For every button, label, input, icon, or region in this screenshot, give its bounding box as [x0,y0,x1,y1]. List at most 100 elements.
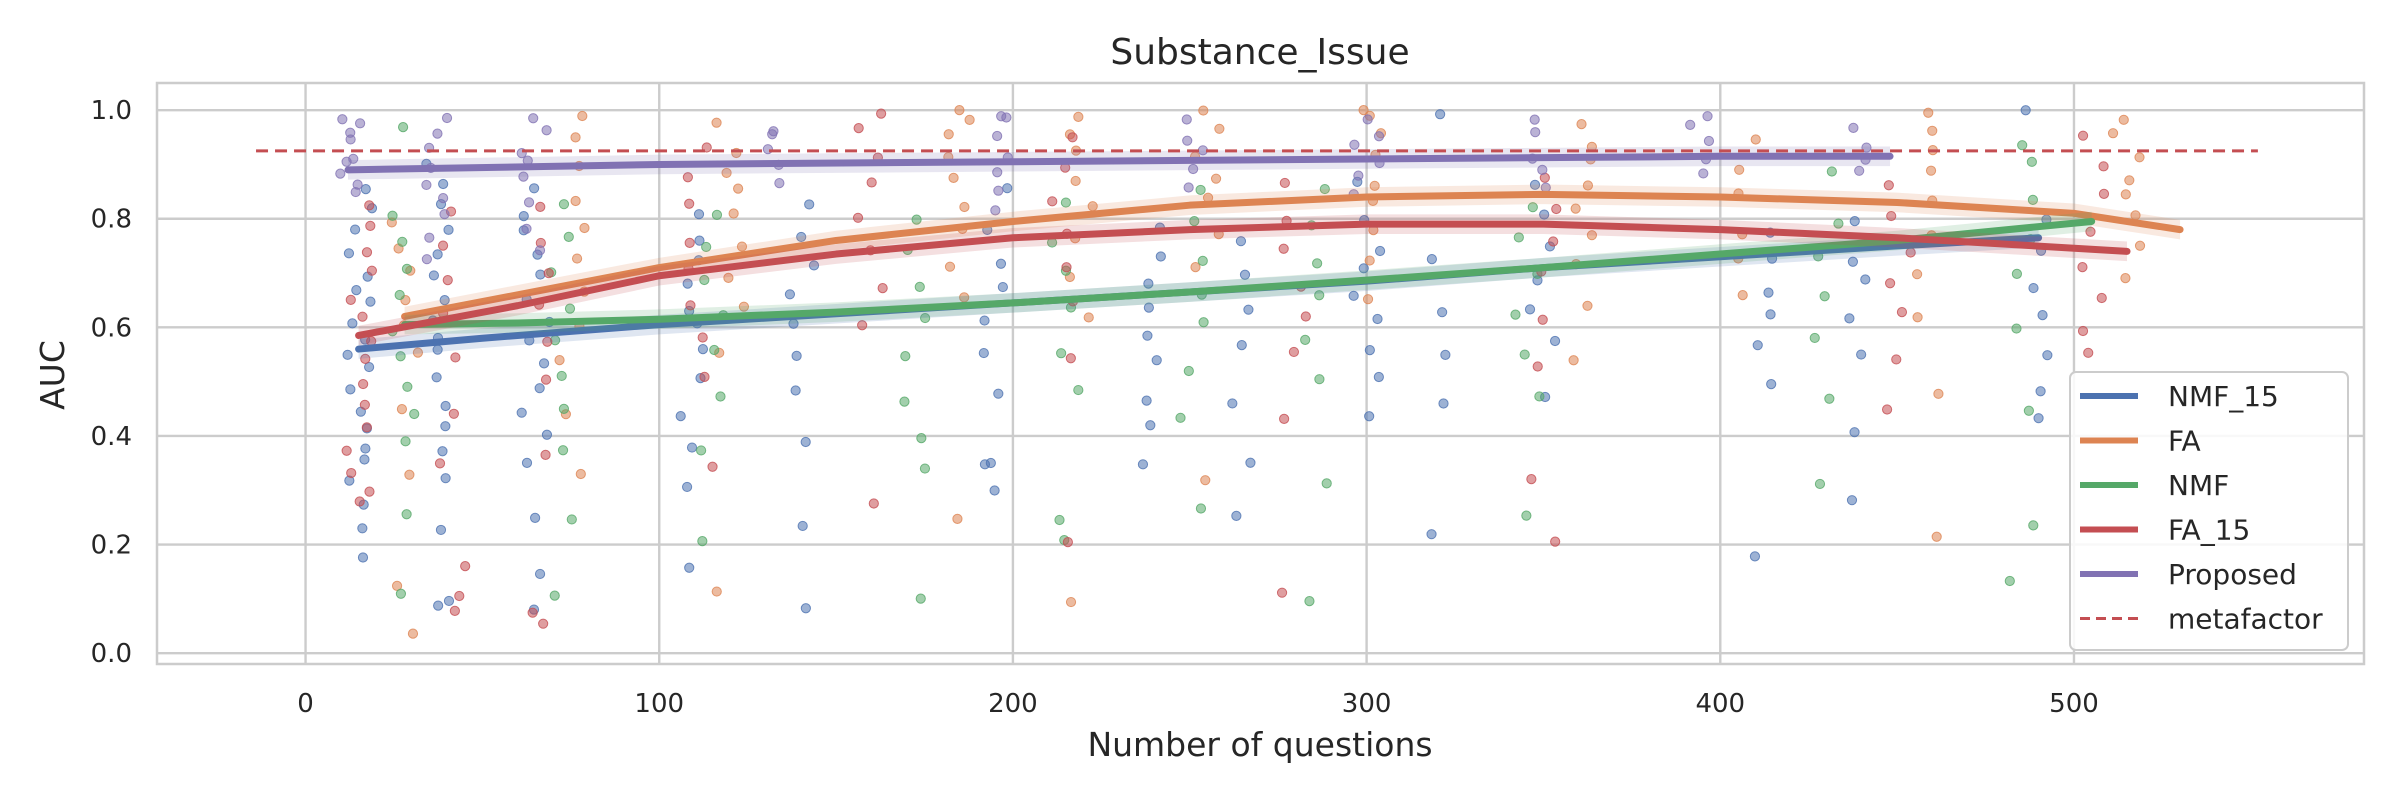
scatter-point [697,536,708,547]
legend-box [2069,371,2349,651]
scatter-point [1737,290,1748,301]
scatter-point [424,232,435,243]
scatter-point [944,261,956,272]
scatter-point [1195,503,1207,514]
scatter-point [394,289,405,301]
scatter-point [2096,292,2107,304]
scatter-point [2098,188,2110,199]
scatter-point [682,278,693,289]
scatter-point [1685,119,1696,130]
scatter-point [796,231,807,243]
scatter-point [707,461,718,472]
scatter-point [733,183,744,194]
scatter-point [345,127,356,138]
scatter-point [1054,514,1065,526]
scatter-point [2020,105,2031,116]
legend: NMF_15 FA NMF FA_15 Proposed metafactor [2069,371,2349,651]
scatter-point [443,224,454,235]
scatter-point [1321,478,1332,489]
chart-title: Substance_Issue [1110,32,1409,73]
scatter-point [1526,474,1537,485]
scatter-point [1912,312,1923,323]
scatter-point [857,320,868,331]
scatter-point [2023,405,2034,416]
scatter-point [354,118,366,129]
scatter-point [964,114,975,125]
scatter-point [361,422,372,433]
scatter-point [361,247,373,258]
scatter-point [2134,240,2146,251]
y-tick-label: 1.0 [91,96,132,126]
scatter-point [697,343,709,355]
scatter-point [1440,349,1451,360]
scatter-point [570,195,581,207]
scatter-point [1513,232,1524,243]
scatter-point [2098,161,2109,172]
scatter-point [1372,313,1383,325]
scatter-point [2027,194,2039,206]
scatter-point [1521,510,1532,521]
scatter-point [354,496,365,507]
scatter-point [1200,475,1211,486]
scatter-point [1819,291,1830,302]
scatter-point [516,407,527,418]
scatter-point [2083,347,2094,358]
scatter-point [1364,411,1375,422]
scatter-point [1766,379,1777,390]
scatter-point [1582,300,1593,311]
legend-label: NMF [2168,469,2229,502]
scatter-point [1300,334,1311,345]
scatter-point [2011,323,2022,334]
scatter-point [439,295,450,306]
x-axis-label: Number of questions [1087,725,1432,764]
scatter-point [1353,170,1364,181]
scatter-point [1188,163,1199,175]
scatter-point [365,220,376,232]
scatter-point [1586,230,1598,241]
scatter-point [343,248,355,259]
scatter-point [2120,273,2131,284]
scatter-point [1175,412,1186,423]
scatter-point [357,311,368,322]
scatter-point [438,178,449,190]
legend-label: Proposed [2168,558,2297,591]
scatter-point [1923,107,1934,118]
scatter-point [1001,112,1012,123]
scatter-point [1197,255,1208,266]
scatter-point [1369,180,1380,191]
scatter-point [1362,294,1374,305]
scatter-point [709,344,720,356]
scatter-point [1885,278,1896,289]
scatter-point [1314,374,1325,385]
scatter-point [989,485,1000,496]
scatter-point [1849,216,1860,227]
scatter-point [345,384,356,395]
scatter-point [1056,348,1067,359]
scatter-point [2107,128,2119,139]
scatter-point [686,442,698,453]
scatter-point [558,199,570,210]
scatter-point [432,249,443,260]
scatter-point [440,400,451,412]
scatter-point [1570,203,1581,214]
scatter-point [1881,404,1893,415]
scatter-point [397,121,409,133]
scatter-point [2134,152,2145,163]
scatter-point [914,281,925,292]
scatter-point [1151,355,1162,366]
scatter-point [1373,371,1384,383]
scatter-point [1568,355,1579,366]
scatter-point [335,168,346,179]
scatter-point [357,552,369,563]
scatter-point [1364,255,1375,266]
scatter-point [1141,395,1152,406]
scatter-point [952,513,963,524]
scatter-point [2028,520,2039,531]
scatter-point [800,603,811,614]
scatter-point [948,172,959,184]
scatter-point [345,294,356,306]
scatter-point [449,605,460,617]
scatter-point [1189,215,1200,227]
scatter-point [350,224,361,235]
scatter-point [715,391,726,402]
